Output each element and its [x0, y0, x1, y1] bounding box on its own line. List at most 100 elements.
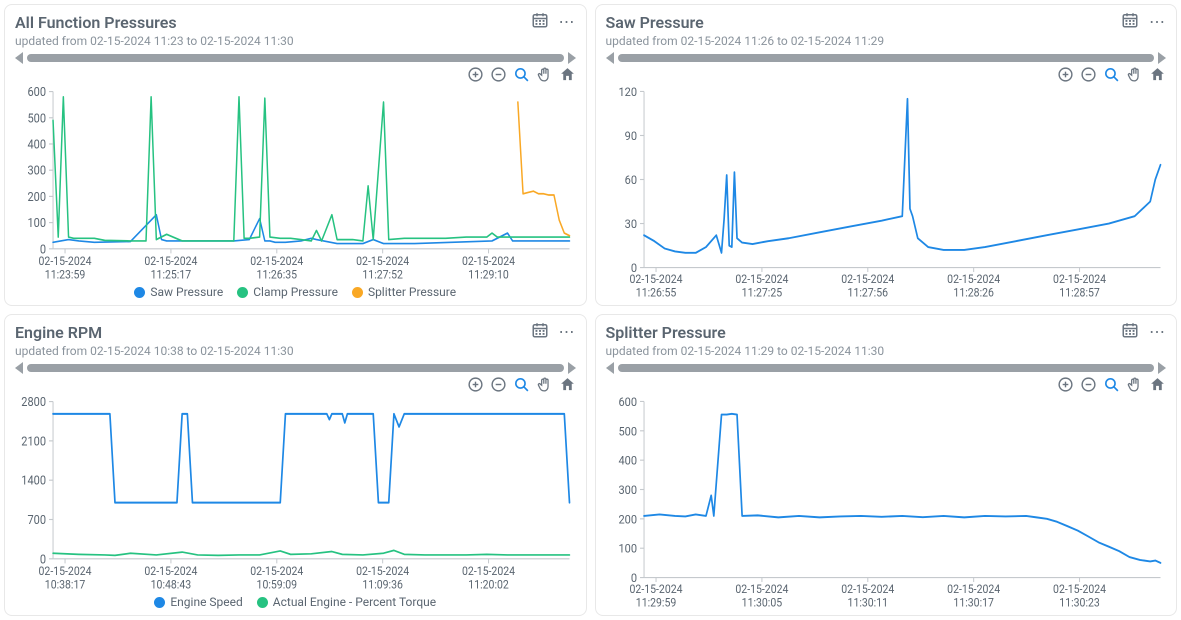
svg-text:02-15-2024: 02-15-2024 [144, 564, 198, 578]
svg-text:300: 300 [618, 482, 637, 497]
time-range-slider[interactable] [606, 52, 1167, 64]
zoom-select-icon[interactable] [513, 66, 530, 87]
pan-icon[interactable] [1126, 66, 1143, 87]
range-prev-icon[interactable] [15, 362, 23, 374]
svg-text:11:30:05: 11:30:05 [741, 596, 781, 610]
range-track[interactable] [618, 364, 1155, 372]
svg-text:11:26:35: 11:26:35 [257, 268, 297, 282]
legend-item[interactable]: Splitter Pressure [352, 285, 456, 299]
chart-plot[interactable]: 010020030040050060002-15-202411:23:5902-… [15, 87, 576, 283]
zoom-out-icon[interactable] [1080, 376, 1097, 397]
more-menu-icon[interactable]: ⋯ [559, 14, 576, 30]
range-prev-icon[interactable] [15, 52, 23, 64]
pan-icon[interactable] [536, 66, 553, 87]
panel-title: Saw Pressure [606, 13, 704, 32]
legend-item[interactable]: Saw Pressure [134, 285, 223, 299]
legend-item[interactable]: Engine Speed [154, 595, 242, 609]
chart-panel-saw: Saw Pressure ⋯ updated from 02-15-2024 11:… [595, 4, 1178, 306]
zoom-in-icon[interactable] [1057, 66, 1074, 87]
svg-text:2800: 2800 [21, 397, 46, 409]
zoom-select-icon[interactable] [513, 376, 530, 397]
pan-icon[interactable] [1126, 376, 1143, 397]
svg-text:10:48:43: 10:48:43 [151, 578, 191, 592]
svg-text:02-15-2024: 02-15-2024 [462, 254, 516, 268]
svg-text:120: 120 [618, 87, 637, 99]
svg-text:1400: 1400 [21, 473, 46, 488]
legend-color-dot [352, 287, 363, 298]
svg-text:02-15-2024: 02-15-2024 [841, 273, 894, 287]
time-range-slider[interactable] [15, 362, 576, 374]
svg-text:90: 90 [624, 128, 636, 143]
legend-color-dot [154, 597, 165, 608]
panel-subtitle: updated from 02-15-2024 10:38 to 02-15-2… [15, 344, 576, 358]
range-track[interactable] [27, 54, 564, 62]
calendar-icon[interactable] [1121, 11, 1139, 33]
time-range-slider[interactable] [15, 52, 576, 64]
svg-text:200: 200 [618, 512, 637, 527]
zoom-in-icon[interactable] [467, 376, 484, 397]
svg-text:11:25:17: 11:25:17 [151, 268, 191, 282]
svg-text:02-15-2024: 02-15-2024 [144, 254, 198, 268]
svg-text:11:26:55: 11:26:55 [635, 286, 675, 300]
reset-zoom-icon[interactable] [559, 376, 576, 397]
chart-panel-rpm: Engine RPM⋯updated from 02-15-2024 10:38… [4, 314, 587, 616]
svg-text:11:20:02: 11:20:02 [468, 578, 508, 592]
chart-plot[interactable]: 070014002100280002-15-202410:38:1702-15-… [15, 397, 576, 593]
calendar-icon[interactable] [1121, 321, 1139, 343]
svg-text:02-15-2024: 02-15-2024 [1053, 583, 1106, 597]
svg-text:11:29:59: 11:29:59 [635, 596, 675, 610]
svg-text:02-15-2024: 02-15-2024 [629, 583, 682, 597]
range-prev-icon[interactable] [606, 362, 614, 374]
more-menu-icon[interactable]: ⋯ [559, 324, 576, 340]
svg-text:11:27:52: 11:27:52 [362, 268, 402, 282]
range-next-icon[interactable] [1158, 362, 1166, 374]
svg-text:02-15-2024: 02-15-2024 [39, 564, 93, 578]
svg-text:300: 300 [27, 163, 46, 178]
more-menu-icon[interactable]: ⋯ [1149, 324, 1166, 340]
calendar-icon[interactable] [531, 11, 549, 33]
time-range-slider[interactable] [606, 362, 1167, 374]
legend-item[interactable]: Clamp Pressure [237, 285, 338, 299]
svg-text:02-15-2024: 02-15-2024 [947, 273, 1000, 287]
range-next-icon[interactable] [568, 52, 576, 64]
zoom-out-icon[interactable] [490, 376, 507, 397]
svg-text:10:38:17: 10:38:17 [45, 578, 85, 592]
svg-text:02-15-2024: 02-15-2024 [356, 254, 410, 268]
range-track[interactable] [27, 364, 564, 372]
zoom-out-icon[interactable] [1080, 66, 1097, 87]
zoom-select-icon[interactable] [1103, 66, 1120, 87]
range-next-icon[interactable] [1158, 52, 1166, 64]
zoom-in-icon[interactable] [1057, 376, 1074, 397]
reset-zoom-icon[interactable] [559, 66, 576, 87]
legend-label: Actual Engine - Percent Torque [273, 595, 436, 609]
svg-text:400: 400 [27, 137, 46, 152]
pan-icon[interactable] [536, 376, 553, 397]
legend-item[interactable]: Actual Engine - Percent Torque [257, 595, 436, 609]
chart-panel-splitter: Splitter Pressure ⋯ updated from 02-15-202… [595, 314, 1178, 616]
zoom-out-icon[interactable] [490, 66, 507, 87]
reset-zoom-icon[interactable] [1149, 66, 1166, 87]
svg-text:400: 400 [618, 453, 637, 468]
legend-label: Engine Speed [170, 595, 242, 609]
panel-title: Splitter Pressure [606, 323, 726, 342]
reset-zoom-icon[interactable] [1149, 376, 1166, 397]
svg-text:11:30:11: 11:30:11 [847, 596, 887, 610]
range-track[interactable] [618, 54, 1155, 62]
svg-text:600: 600 [618, 397, 637, 409]
panel-subtitle: updated from 02-15-2024 11:26 to 02-15-2… [606, 34, 1167, 48]
zoom-select-icon[interactable] [1103, 376, 1120, 397]
chart-plot[interactable]: 010020030040050060002-15-202411:29:5902-… [606, 397, 1167, 611]
svg-text:200: 200 [27, 189, 46, 204]
legend-color-dot [257, 597, 268, 608]
chart-plot[interactable]: 030609012002-15-202411:26:5502-15-202411… [606, 87, 1167, 301]
svg-text:100: 100 [27, 215, 46, 230]
range-next-icon[interactable] [568, 362, 576, 374]
range-prev-icon[interactable] [606, 52, 614, 64]
more-menu-icon[interactable]: ⋯ [1149, 14, 1166, 30]
zoom-in-icon[interactable] [467, 66, 484, 87]
svg-text:02-15-2024: 02-15-2024 [947, 583, 1000, 597]
legend-color-dot [134, 287, 145, 298]
calendar-icon[interactable] [531, 321, 549, 343]
panel-subtitle: updated from 02-15-2024 11:29 to 02-15-2… [606, 344, 1167, 358]
svg-text:11:23:59: 11:23:59 [45, 268, 85, 282]
